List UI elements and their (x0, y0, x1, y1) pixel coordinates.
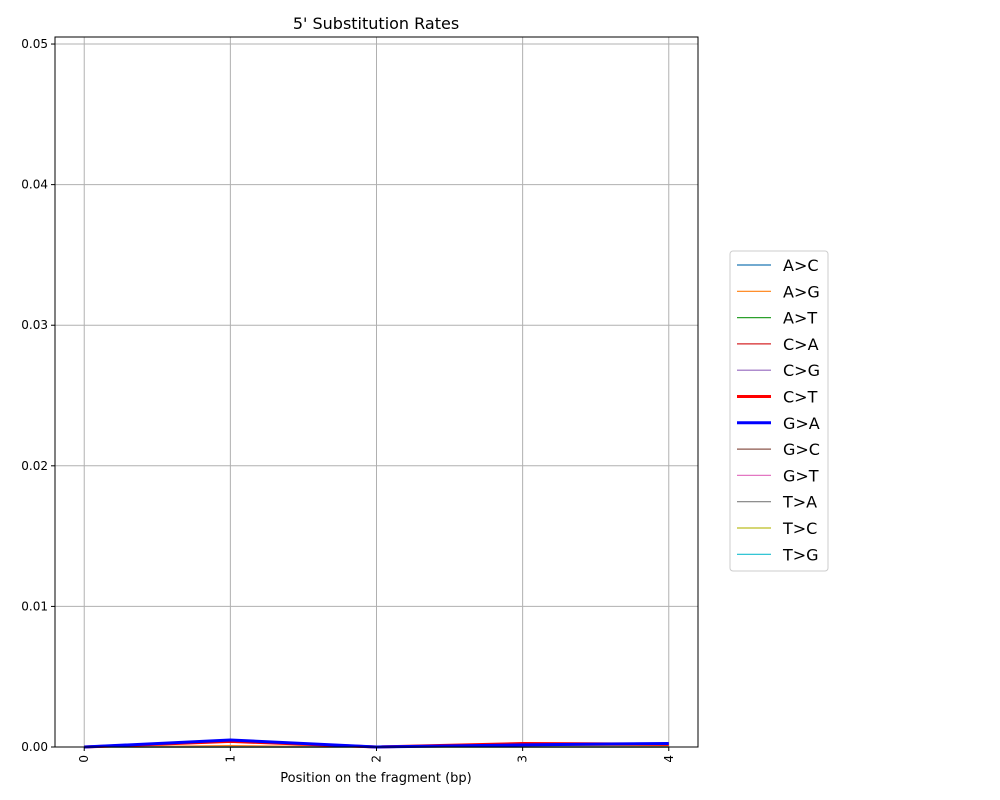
legend-label-a-to-g: A>G (783, 282, 820, 301)
x-axis: 0 1 2 3 4 (77, 747, 676, 763)
x-tick-label: 2 (370, 755, 384, 763)
x-axis-title: Position on the fragment (bp) (280, 771, 471, 786)
legend-label-a-to-t: A>T (783, 309, 817, 328)
legend: A>C A>G A>T C>A C>G C>T G>A G>C G>T T>A T>C T>G (729, 250, 829, 572)
legend-label-g-to-c: G>C (783, 440, 820, 459)
x-tick-label: 1 (223, 755, 237, 763)
legend-box (729, 250, 829, 572)
legend-label-a-to-c: A>C (783, 256, 819, 275)
y-tick-label: 0.04 (21, 178, 48, 192)
legend-label-c-to-t: C>T (783, 388, 818, 407)
legend-label-c-to-g: C>G (783, 361, 820, 380)
y-tick-label: 0.00 (21, 740, 48, 754)
y-tick-label: 0.05 (21, 37, 48, 51)
grid-lines (55, 37, 698, 747)
x-tick-label: 4 (662, 755, 676, 763)
legend-label-g-to-a: G>A (783, 414, 820, 433)
y-tick-label: 0.01 (21, 599, 48, 613)
legend-label-t-to-a: T>A (782, 493, 817, 512)
y-tick-label: 0.02 (21, 459, 48, 473)
x-tick-label: 0 (77, 755, 91, 763)
x-tick-label: 3 (516, 755, 530, 763)
legend-label-c-to-a: C>A (783, 335, 819, 354)
legend-label-t-to-c: T>C (782, 519, 817, 538)
legend-label-t-to-g: T>G (782, 545, 819, 564)
y-axis: 0.00 0.01 0.02 0.03 0.04 0.05 (21, 37, 55, 754)
y-tick-label: 0.03 (21, 318, 48, 332)
chart-title: 5' Substitution Rates (293, 14, 459, 33)
legend-label-g-to-t: G>T (783, 466, 819, 485)
